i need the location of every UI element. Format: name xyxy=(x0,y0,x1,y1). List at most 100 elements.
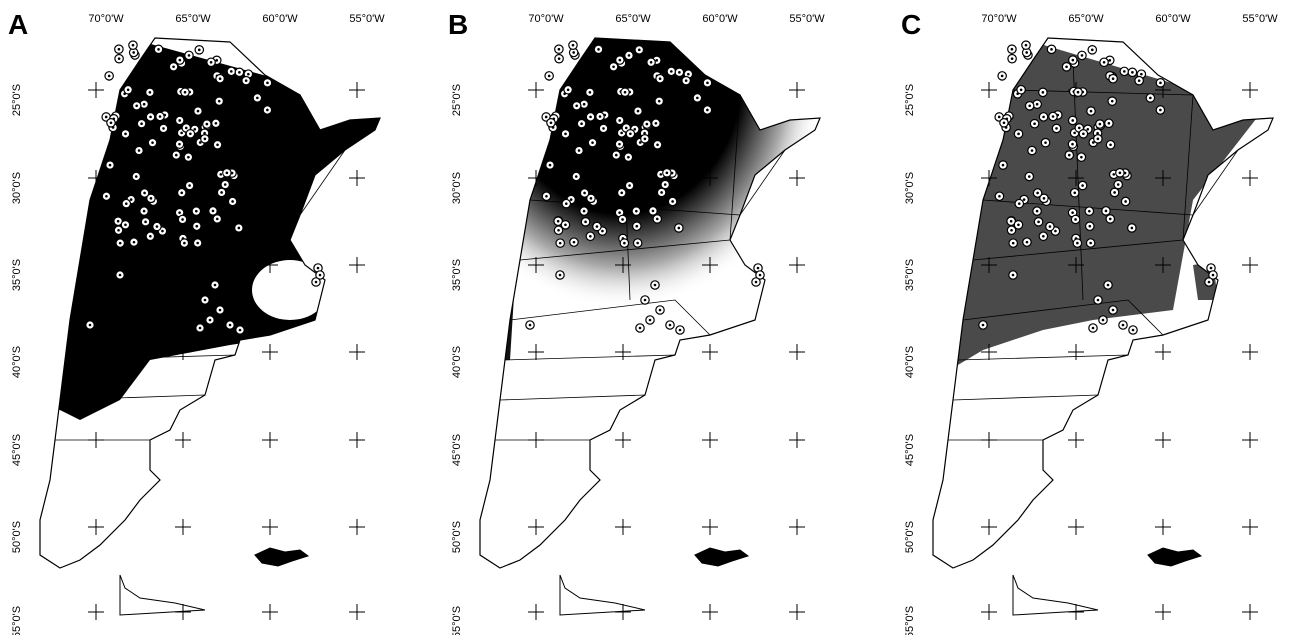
latitude-label: 25°0'S xyxy=(451,84,463,116)
occurrence-dot xyxy=(188,184,191,187)
occurrence-dot xyxy=(206,123,209,126)
occurrence-dot xyxy=(670,70,673,73)
occurrence-dot xyxy=(590,197,593,200)
occurrence-dot xyxy=(1108,122,1111,125)
graticule-cross xyxy=(349,604,365,620)
occurrence-dot xyxy=(198,49,201,52)
graticule-cross xyxy=(1155,432,1171,448)
graticule-cross xyxy=(981,432,997,448)
occurrence-dot xyxy=(118,48,121,51)
occurrence-dot xyxy=(89,324,92,327)
latitude-label: 25°0'S xyxy=(904,84,916,116)
occurrence-dot xyxy=(219,309,222,312)
occurrence-dot xyxy=(256,97,259,100)
latitude-label: 55°0'S xyxy=(451,606,463,635)
occurrence-dot xyxy=(119,242,122,245)
occurrence-dot xyxy=(572,51,575,54)
occurrence-dot xyxy=(1055,127,1058,130)
occurrence-dot xyxy=(998,116,1001,119)
occurrence-dot xyxy=(567,88,570,91)
occurrence-dot xyxy=(1109,218,1112,221)
occurrence-dot xyxy=(143,192,146,195)
malvinas xyxy=(1148,548,1201,566)
occurrence-dot xyxy=(655,122,658,125)
latitude-label: 30°0'S xyxy=(451,172,463,204)
occurrence-dot xyxy=(671,200,674,203)
longitude-label: 70°0'W xyxy=(88,13,124,25)
occurrence-dot xyxy=(135,105,138,108)
occurrence-dot xyxy=(178,143,181,146)
occurrence-dot xyxy=(584,221,587,224)
graticule-cross xyxy=(88,519,104,535)
graticule-cross xyxy=(1068,344,1084,360)
occurrence-dot xyxy=(1018,202,1021,205)
graticule-cross xyxy=(262,519,278,535)
graticule-cross xyxy=(702,432,718,448)
graticule-cross xyxy=(789,82,805,98)
occurrence-dot xyxy=(135,175,138,178)
graticule-cross xyxy=(789,344,805,360)
occurrence-dot xyxy=(1131,227,1134,230)
occurrence-dot xyxy=(623,242,626,245)
map-panel: C70°0'W65°0'W60°0'W55°0'W25°0'S30°0'S35°… xyxy=(901,9,1278,635)
tierra-del-fuego xyxy=(1013,575,1098,615)
occurrence-dot xyxy=(1107,284,1110,287)
occurrence-dot xyxy=(1042,91,1045,94)
occurrence-dot xyxy=(1074,218,1077,221)
occurrence-dot xyxy=(655,59,658,62)
graticule-cross xyxy=(981,519,997,535)
panel-label: B xyxy=(448,9,468,40)
occurrence-dot xyxy=(315,281,318,284)
graticule-cross xyxy=(1155,344,1171,360)
occurrence-dot xyxy=(127,88,130,91)
occurrence-dot xyxy=(1073,132,1076,135)
occurrence-dot xyxy=(117,220,120,223)
occurrence-dot xyxy=(1124,200,1127,203)
occurrence-dot xyxy=(124,133,127,136)
occurrence-dot xyxy=(1092,327,1095,330)
occurrence-dot xyxy=(602,127,605,130)
graticule-cross xyxy=(1242,344,1258,360)
occurrence-dot xyxy=(565,202,568,205)
occurrence-dot xyxy=(118,57,121,60)
graticule-cross xyxy=(1155,604,1171,620)
occurrence-dot xyxy=(140,122,143,125)
occurrence-dot xyxy=(1054,230,1057,233)
occurrence-dot xyxy=(204,138,207,141)
occurrence-dot xyxy=(620,132,623,135)
malvinas xyxy=(255,548,308,566)
latitude-label: 55°0'S xyxy=(904,606,916,635)
occurrence-dot xyxy=(133,241,136,244)
occurrence-dot xyxy=(1082,133,1085,136)
occurrence-dot xyxy=(199,327,202,330)
occurrence-dot xyxy=(178,119,181,122)
occurrence-dot xyxy=(660,191,663,194)
occurrence-dot xyxy=(110,121,113,124)
suitability-gradient xyxy=(470,30,830,450)
occurrence-dot xyxy=(570,198,573,201)
latitude-label: 45°0'S xyxy=(451,434,463,466)
occurrence-dot xyxy=(150,197,153,200)
occurrence-dot xyxy=(231,200,234,203)
occurrence-dot xyxy=(183,242,186,245)
occurrence-dot xyxy=(238,71,241,74)
occurrence-dot xyxy=(1089,242,1092,245)
occurrence-dot xyxy=(706,109,709,112)
occurrence-dot xyxy=(224,183,227,186)
graticule-cross xyxy=(1242,432,1258,448)
occurrence-dot xyxy=(678,71,681,74)
graticule-cross xyxy=(349,257,365,273)
occurrence-dot xyxy=(149,91,152,94)
occurrence-dot xyxy=(1117,183,1120,186)
panel-label: A xyxy=(8,9,28,40)
occurrence-dot xyxy=(1049,225,1052,228)
occurrence-dot xyxy=(1011,57,1014,60)
latitude-label: 40°0'S xyxy=(451,346,463,378)
occurrence-dot xyxy=(1026,241,1029,244)
occurrence-dot xyxy=(618,143,621,146)
occurrence-dot xyxy=(218,100,221,103)
graticule-cross xyxy=(175,432,191,448)
occurrence-dot xyxy=(1072,59,1075,62)
occurrence-dot xyxy=(119,274,122,277)
latitude-label: 25°0'S xyxy=(11,84,23,116)
